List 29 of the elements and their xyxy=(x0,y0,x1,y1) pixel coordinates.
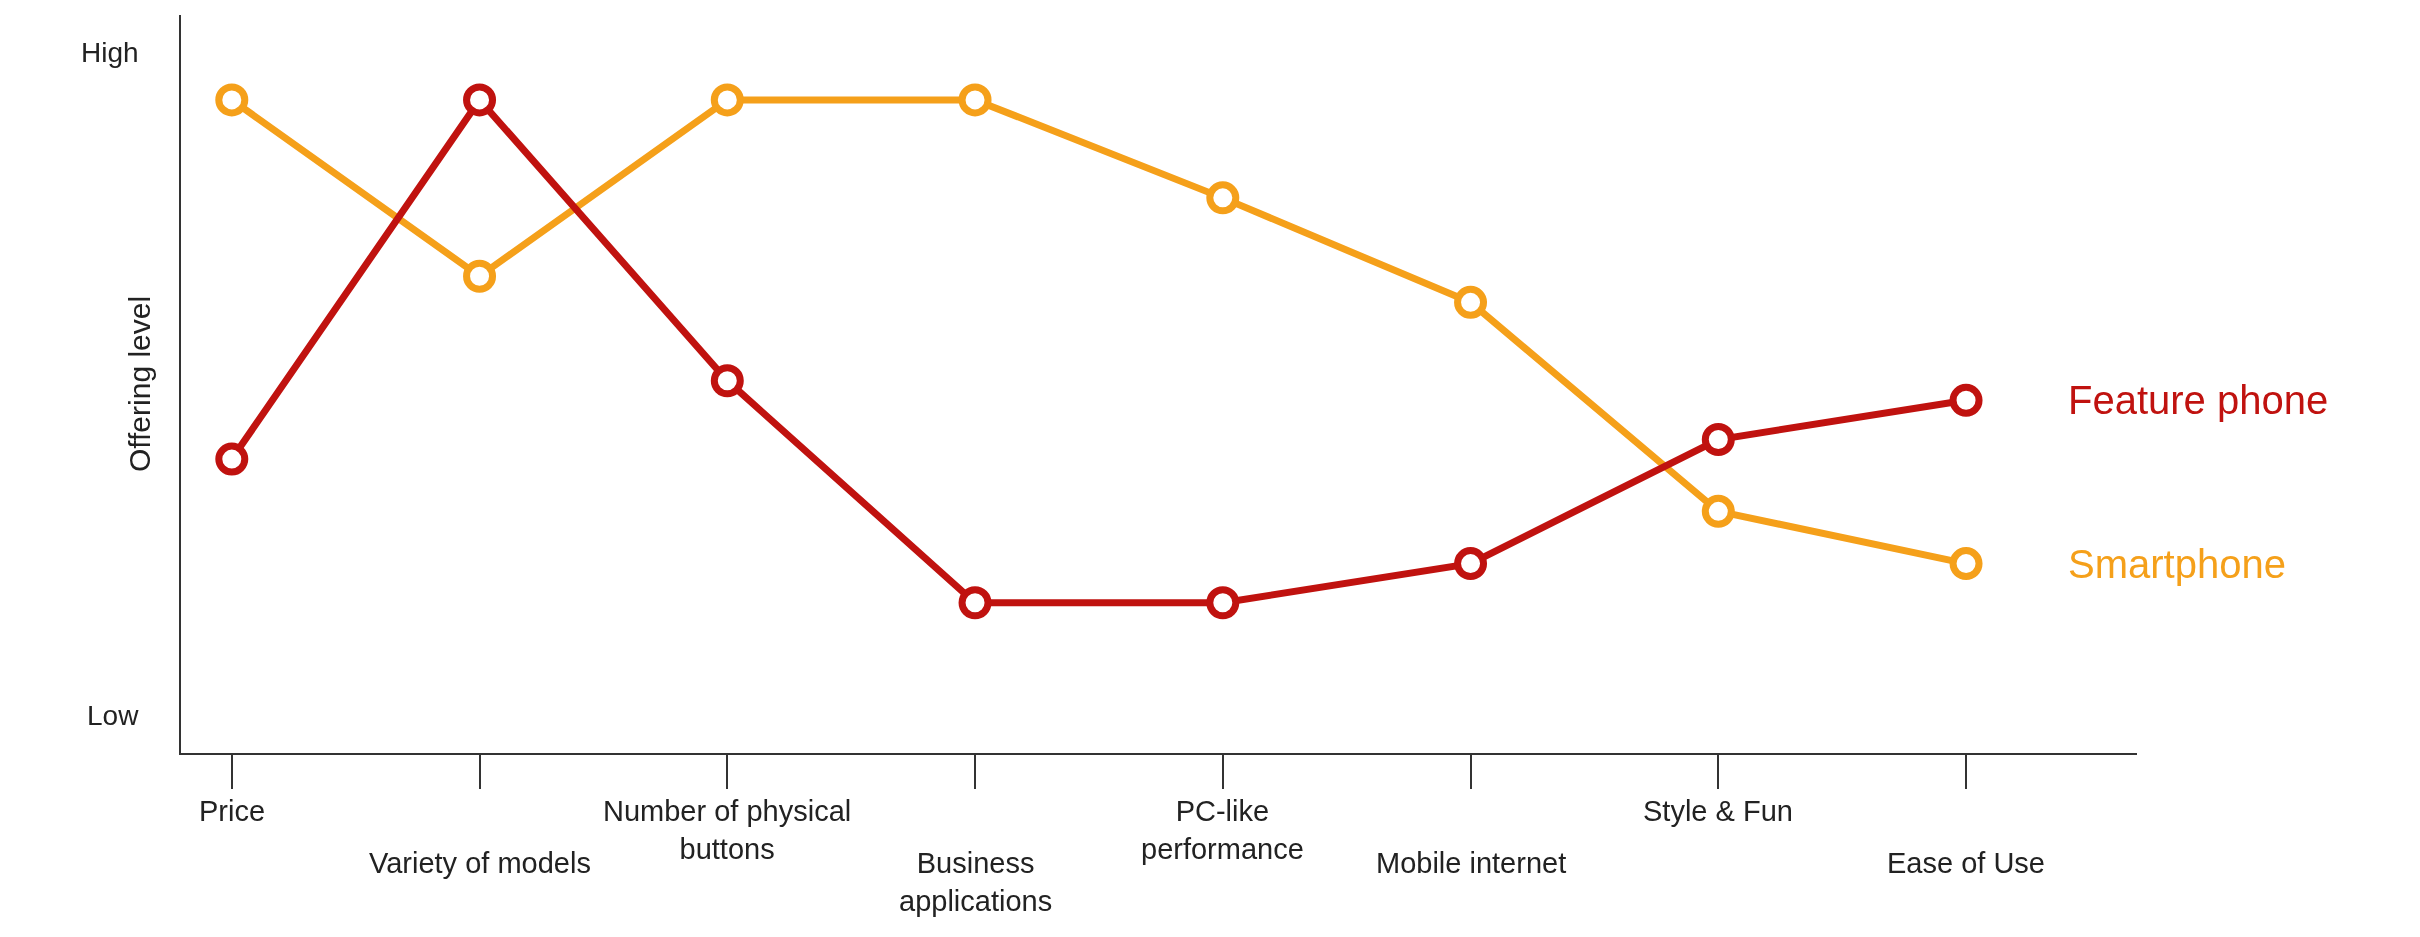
point xyxy=(463,259,497,293)
x-tick-label: Variety of models xyxy=(369,847,591,879)
x-tick-label: Style & Fun xyxy=(1643,795,1793,827)
point xyxy=(958,586,992,620)
point xyxy=(710,83,744,117)
point xyxy=(1454,547,1488,581)
x-tick-label: Mobile internet xyxy=(1376,847,1567,879)
point xyxy=(1949,547,1983,581)
point xyxy=(1701,494,1735,528)
x-tick-label: Price xyxy=(199,795,266,827)
y-axis-title: Offering level xyxy=(122,295,156,473)
point xyxy=(1454,285,1488,319)
x-tick-label: PC-like performance xyxy=(1141,795,1304,865)
x-tick-label: Business applications xyxy=(899,847,1053,917)
point xyxy=(1701,423,1735,456)
text: Low xyxy=(87,700,140,731)
point xyxy=(958,83,992,117)
point xyxy=(1206,181,1240,215)
text: Smartphone xyxy=(2068,542,2286,586)
point xyxy=(215,442,249,476)
text: Feature phone xyxy=(2068,378,2329,422)
point xyxy=(215,83,249,117)
point xyxy=(463,83,497,117)
point xyxy=(710,364,744,398)
x-tick-label: Number of physical buttons xyxy=(603,795,852,865)
point xyxy=(1949,383,1983,417)
text: High xyxy=(81,37,139,68)
point xyxy=(1206,586,1240,620)
x-tick-label: Ease of Use xyxy=(1887,847,2045,879)
